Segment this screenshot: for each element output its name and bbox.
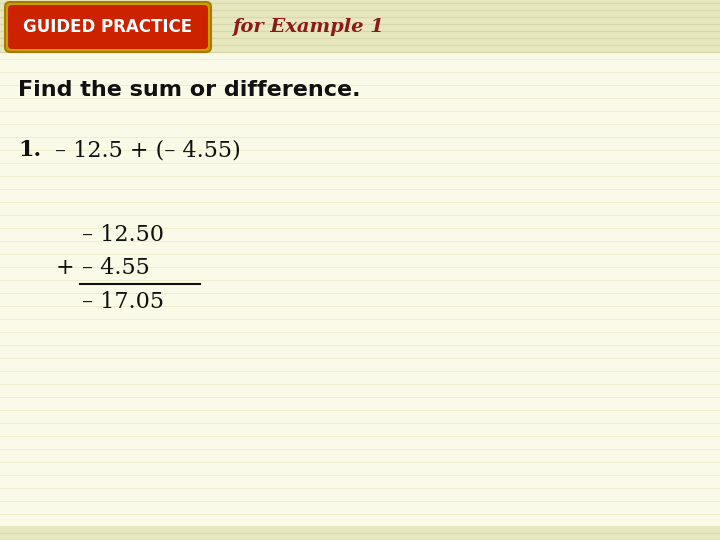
Text: +: + [56, 257, 75, 279]
Text: for Example 1: for Example 1 [232, 18, 384, 36]
Text: 1.: 1. [18, 139, 41, 161]
Text: – 17.05: – 17.05 [82, 291, 164, 313]
Text: – 12.5 + (– 4.55): – 12.5 + (– 4.55) [55, 139, 240, 161]
Text: GUIDED PRACTICE: GUIDED PRACTICE [24, 18, 192, 36]
Text: – 12.50: – 12.50 [82, 224, 164, 246]
Text: Find the sum or difference.: Find the sum or difference. [18, 80, 361, 100]
FancyBboxPatch shape [8, 5, 208, 49]
Text: – 4.55: – 4.55 [82, 257, 150, 279]
FancyBboxPatch shape [5, 2, 211, 52]
Bar [0, 0, 720, 52]
Bar [0, 526, 720, 540]
